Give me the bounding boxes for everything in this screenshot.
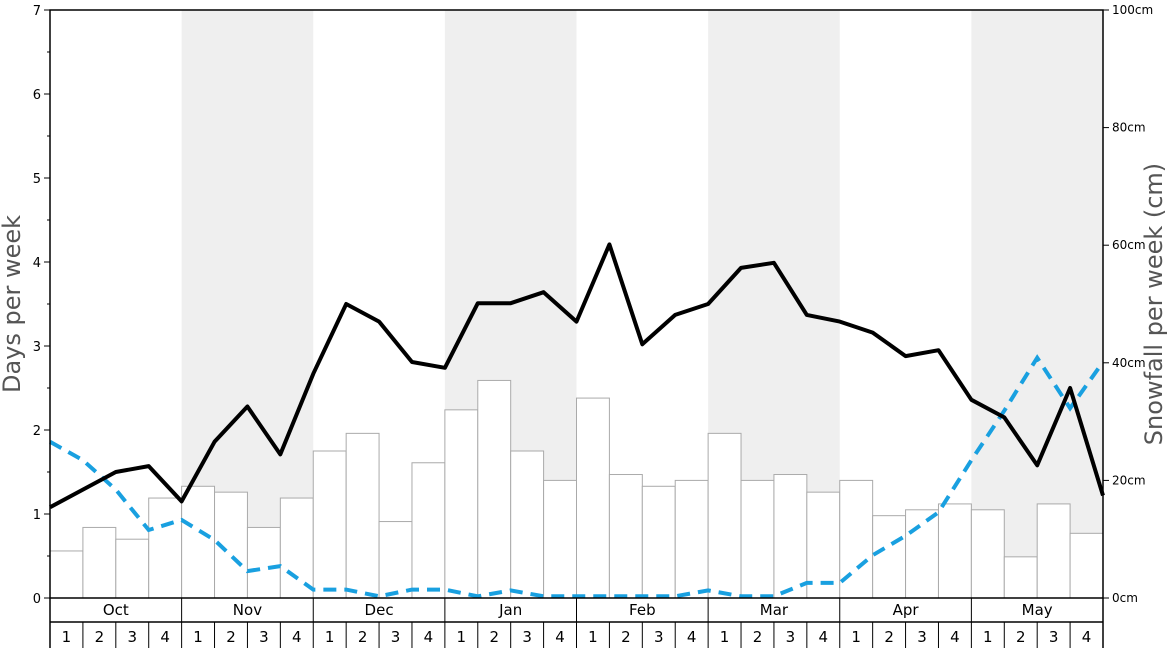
day-lines <box>49 242 1105 599</box>
snowfall-bar <box>345 432 380 599</box>
month-label: Jan <box>498 601 522 619</box>
right-tick-label: 20cm <box>1112 473 1146 487</box>
snowfall-bar <box>1069 532 1104 599</box>
week-label: 1 <box>457 628 467 646</box>
week-label: 2 <box>1016 628 1026 646</box>
week-label: 4 <box>292 628 302 646</box>
month-label: Mar <box>760 601 789 619</box>
month-label: May <box>1022 601 1053 619</box>
snowfall-bar <box>82 526 117 599</box>
snowfall-bar <box>148 497 183 599</box>
week-label: 4 <box>424 628 434 646</box>
right-tick-label: 80cm <box>1112 121 1146 135</box>
week-label: 1 <box>62 628 72 646</box>
month-label: Feb <box>629 601 656 619</box>
snowfall-bar <box>937 503 972 599</box>
week-label: 2 <box>226 628 236 646</box>
left-axis: 0 1 2 3 4 5 6 7 <box>33 4 50 607</box>
left-tick-label: 4 <box>33 256 41 271</box>
right-tick-label: 0cm <box>1112 591 1138 605</box>
snowfall-bar <box>279 497 314 599</box>
left-axis-title: Days per week <box>0 215 26 393</box>
right-tick-label: 60cm <box>1112 238 1146 252</box>
left-tick-label: 5 <box>33 172 41 187</box>
snowfall-bar <box>444 409 479 599</box>
week-label: 3 <box>522 628 532 646</box>
week-label: 1 <box>851 628 861 646</box>
solid-series-line <box>49 242 1105 510</box>
week-label: 2 <box>95 628 105 646</box>
month-label: Dec <box>365 601 394 619</box>
week-label: 4 <box>1082 628 1092 646</box>
left-tick-label: 1 <box>33 508 41 523</box>
week-label: 3 <box>786 628 796 646</box>
week-label: 1 <box>983 628 993 646</box>
week-label: 3 <box>391 628 401 646</box>
snowfall-bar <box>740 479 775 599</box>
snowfall-bar <box>477 379 512 599</box>
left-tick-label: 0 <box>33 592 41 607</box>
week-label: 2 <box>358 628 368 646</box>
left-tick-label: 2 <box>33 424 41 439</box>
snowfall-bar <box>378 521 413 599</box>
week-label: 4 <box>160 628 170 646</box>
snowfall-bar <box>707 432 742 599</box>
snowfall-bars <box>49 379 1104 599</box>
right-tick-label: 100cm <box>1112 3 1153 17</box>
right-axis-title: Snowfall per week (cm) <box>1140 163 1168 445</box>
week-label: 2 <box>489 628 499 646</box>
snowfall-bar <box>970 509 1005 599</box>
month-axis: Oct 1 2 3 4 Nov 1 2 3 4 Dec 1 2 3 4 Jan 1 2 3 4 Feb 1 2 3 4 Mar 1 2… <box>49 598 1104 648</box>
week-label: 2 <box>753 628 763 646</box>
snowfall-bar <box>1036 503 1071 599</box>
left-tick-label: 7 <box>33 4 41 19</box>
snowfall-bar <box>1003 556 1038 599</box>
left-tick-label: 6 <box>33 88 41 103</box>
week-label: 3 <box>127 628 137 646</box>
month-label: Nov <box>233 601 262 619</box>
week-label: 2 <box>621 628 631 646</box>
snowfall-bar <box>246 526 281 599</box>
snowfall-bar <box>510 450 545 599</box>
snowfall-bar <box>411 462 446 599</box>
week-label: 1 <box>325 628 335 646</box>
left-tick-label: 3 <box>33 340 41 355</box>
snowfall-bar <box>806 491 841 599</box>
snowfall-bar <box>608 474 643 599</box>
right-tick-label: 40cm <box>1112 356 1146 370</box>
week-label: 1 <box>193 628 203 646</box>
week-label: 1 <box>720 628 730 646</box>
snowfall-bar <box>49 550 84 599</box>
right-axis: 0cm 20cm 40cm 60cm 80cm 100cm <box>1103 3 1153 605</box>
snowfall-bar <box>115 538 150 599</box>
month-label: Apr <box>893 601 920 619</box>
snowfall-bar <box>872 515 907 599</box>
shade-may <box>971 10 1103 598</box>
week-label: 4 <box>555 628 565 646</box>
snowfall-bar <box>312 450 347 599</box>
snowfall-bar <box>543 479 577 599</box>
week-label: 4 <box>819 628 829 646</box>
week-label: 4 <box>950 628 960 646</box>
week-label: 3 <box>1049 628 1059 646</box>
week-label: 3 <box>259 628 269 646</box>
snowfall-bar <box>905 509 939 599</box>
snowfall-bar <box>674 479 709 599</box>
week-label: 3 <box>917 628 927 646</box>
snowfall-bar <box>181 485 216 599</box>
week-label: 3 <box>654 628 664 646</box>
week-label: 2 <box>884 628 894 646</box>
dashed-series-line <box>49 354 1105 599</box>
week-label: 4 <box>687 628 697 646</box>
snowfall-bar <box>773 474 808 599</box>
month-label: Oct <box>103 601 129 619</box>
snowfall-bar <box>641 485 676 599</box>
snowfall-bar <box>576 397 610 599</box>
week-label: 1 <box>588 628 598 646</box>
